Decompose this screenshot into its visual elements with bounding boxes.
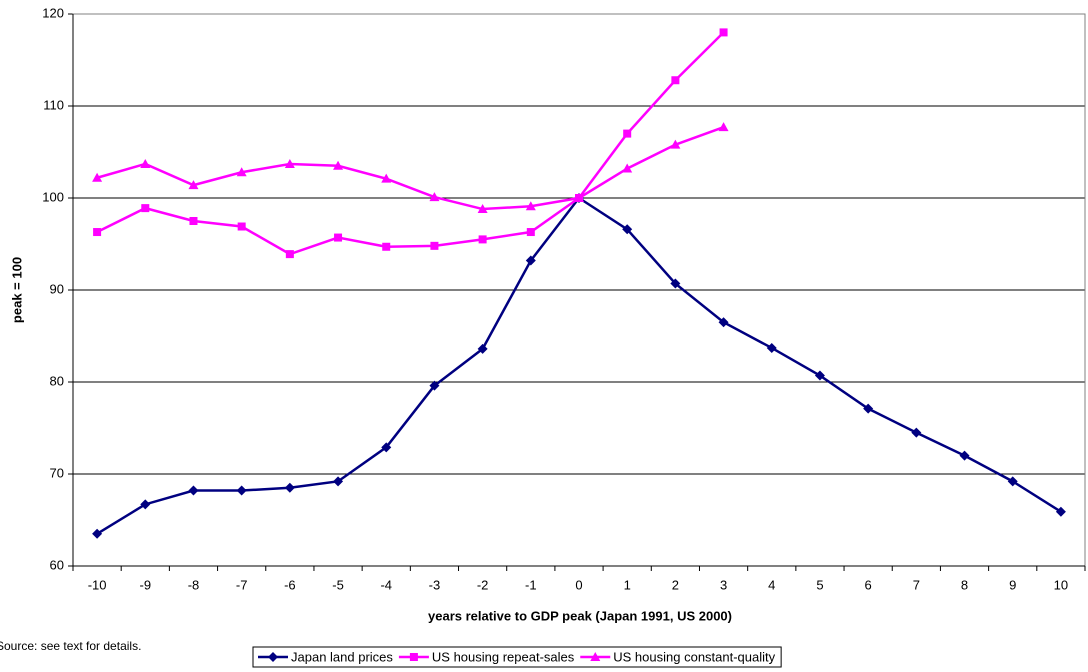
marker-square bbox=[623, 129, 632, 138]
marker-square bbox=[334, 233, 343, 242]
x-tick-label: -8 bbox=[188, 577, 200, 592]
series-line bbox=[96, 31, 725, 256]
marker-triangle bbox=[188, 180, 199, 190]
marker-diamond bbox=[622, 224, 633, 235]
marker-diamond bbox=[268, 652, 278, 662]
marker-diamond bbox=[236, 485, 247, 496]
marker-diamond bbox=[1055, 506, 1066, 517]
legend-label: US housing constant-quality bbox=[613, 649, 775, 664]
marker-square bbox=[526, 228, 535, 237]
source-note: Source: see text for details. bbox=[0, 639, 141, 653]
x-tick-label: -2 bbox=[477, 577, 489, 592]
marker-diamond bbox=[188, 485, 199, 496]
x-tick-label: 4 bbox=[768, 577, 775, 592]
marker-triangle bbox=[284, 158, 295, 168]
marker-square bbox=[719, 28, 728, 37]
marker-square bbox=[478, 235, 487, 244]
marker-triangle bbox=[525, 201, 536, 211]
marker-diamond bbox=[333, 476, 344, 487]
marker-triangle bbox=[622, 163, 633, 173]
x-tick-label: -5 bbox=[332, 577, 344, 592]
marker-square bbox=[189, 217, 198, 225]
marker-square bbox=[382, 242, 391, 251]
y-tick-label: 60 bbox=[50, 557, 64, 572]
series-line bbox=[96, 196, 1062, 535]
x-tick-label: -4 bbox=[380, 577, 392, 592]
marker-diamond bbox=[140, 499, 151, 510]
x-tick-label: 9 bbox=[1009, 577, 1016, 592]
marker-diamond bbox=[1007, 476, 1018, 487]
legend-label: US housing repeat-sales bbox=[432, 649, 575, 664]
marker-triangle bbox=[92, 172, 103, 182]
marker-triangle bbox=[590, 652, 601, 661]
marker-diamond bbox=[863, 403, 874, 414]
marker-diamond bbox=[766, 342, 777, 353]
y-axis-label: peak = 100 bbox=[9, 257, 24, 323]
marker-diamond bbox=[429, 380, 440, 391]
y-tick-label: 80 bbox=[50, 373, 64, 388]
y-tick-label: 70 bbox=[50, 465, 64, 480]
marker-square bbox=[409, 653, 418, 661]
marker-diamond bbox=[381, 442, 392, 453]
x-tick-label: 6 bbox=[865, 577, 872, 592]
x-tick-label: 10 bbox=[1054, 577, 1068, 592]
x-tick-label: -1 bbox=[525, 577, 537, 592]
marker-triangle bbox=[140, 158, 151, 168]
y-tick-label: 90 bbox=[50, 281, 64, 296]
marker-diamond bbox=[814, 370, 825, 381]
series-line bbox=[96, 125, 724, 211]
marker-square bbox=[237, 222, 246, 231]
marker-triangle bbox=[670, 139, 681, 149]
legend-label: Japan land prices bbox=[291, 649, 393, 664]
marker-diamond bbox=[525, 255, 536, 266]
marker-square bbox=[671, 76, 680, 85]
marker-diamond bbox=[911, 427, 922, 438]
marker-diamond bbox=[284, 482, 295, 493]
marker-triangle bbox=[477, 204, 488, 214]
marker-square bbox=[141, 204, 150, 213]
x-tick-label: -10 bbox=[88, 577, 107, 592]
marker-diamond bbox=[959, 450, 970, 461]
x-tick-label: 0 bbox=[575, 577, 582, 592]
x-tick-label: 1 bbox=[624, 577, 631, 592]
x-tick-label: 5 bbox=[816, 577, 823, 592]
marker-triangle bbox=[381, 173, 392, 183]
marker-triangle bbox=[333, 160, 344, 170]
marker-triangle bbox=[718, 122, 729, 132]
marker-diamond bbox=[477, 343, 488, 354]
marker-triangle bbox=[574, 193, 584, 202]
x-tick-label: 7 bbox=[913, 577, 920, 592]
legend-box bbox=[252, 646, 782, 668]
marker-square bbox=[430, 241, 439, 250]
x-tick-label: 8 bbox=[961, 577, 968, 592]
marker-triangle bbox=[429, 192, 440, 202]
x-tick-label: -7 bbox=[236, 577, 248, 592]
legend: Japan land prices US housing repeat-sales… bbox=[252, 646, 782, 668]
y-tick-label: 120 bbox=[42, 5, 64, 20]
x-axis-label: years relative to GDP peak (Japan 1991, … bbox=[428, 608, 732, 623]
x-tick-label: 3 bbox=[720, 577, 727, 592]
y-tick-label: 100 bbox=[42, 189, 64, 204]
x-tick-label: -9 bbox=[140, 577, 152, 592]
x-tick-label: -3 bbox=[429, 577, 441, 592]
marker-triangle bbox=[236, 167, 247, 177]
marker-square bbox=[285, 250, 294, 259]
marker-diamond bbox=[92, 528, 103, 539]
x-tick-label: 2 bbox=[672, 577, 679, 592]
marker-square bbox=[93, 228, 102, 237]
y-tick-label: 110 bbox=[43, 97, 64, 112]
marker-diamond bbox=[718, 317, 729, 328]
x-tick-label: -6 bbox=[284, 577, 296, 592]
marker-diamond bbox=[670, 278, 681, 289]
